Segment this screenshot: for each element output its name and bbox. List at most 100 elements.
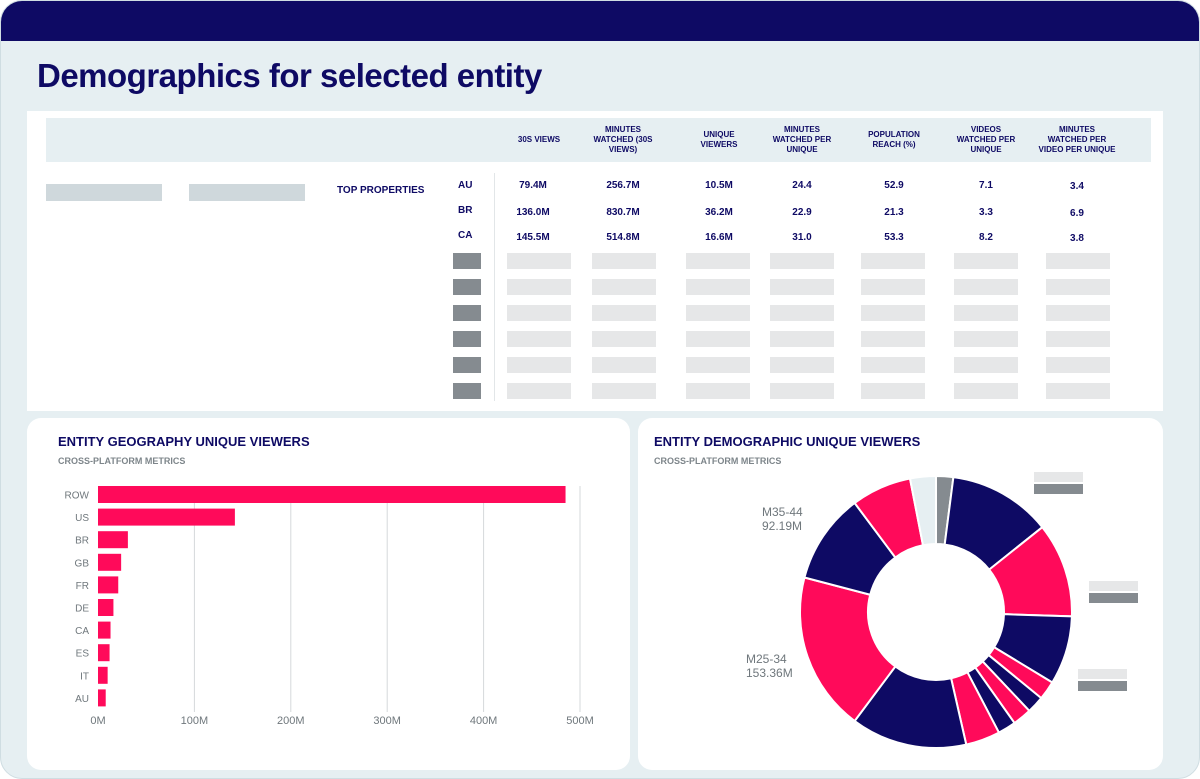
table-cell: 3.4 xyxy=(1070,181,1084,192)
category-label: CA xyxy=(75,626,89,637)
column-header-minutes-per-video: MINUTES WATCHED PER VIDEO PER UNIQUE xyxy=(1038,125,1116,154)
donut-slice xyxy=(908,474,937,547)
legend-placeholder xyxy=(1078,669,1127,679)
table-cell: 136.0M xyxy=(516,207,550,218)
placeholder-cell xyxy=(770,305,834,321)
page-title: Demographics for selected entity xyxy=(37,57,542,94)
table-cell: 79.4M xyxy=(519,180,547,191)
bar xyxy=(98,666,108,684)
placeholder-cell xyxy=(770,253,834,269)
placeholder-cell xyxy=(1046,383,1110,399)
slice-annotation-value: 92.19M xyxy=(762,519,802,533)
column-header-minutes-watched: MINUTES WATCHED (30S VIEWS) xyxy=(593,125,653,154)
x-tick-label: 300M xyxy=(373,715,401,727)
geography-chart-panel: ENTITY GEOGRAPHY UNIQUE VIEWERS CROSS-PL… xyxy=(27,418,630,770)
placeholder-cell xyxy=(954,331,1018,347)
x-tick-label: 500M xyxy=(566,715,594,727)
row-country-ca: CA xyxy=(458,230,473,241)
placeholder-cell xyxy=(1046,253,1110,269)
placeholder-country xyxy=(453,383,481,399)
table-cell: 830.7M xyxy=(606,207,640,218)
placeholder-cell xyxy=(954,357,1018,373)
placeholder-country xyxy=(453,357,481,373)
placeholder-cell xyxy=(507,357,571,373)
placeholder-cell xyxy=(954,253,1018,269)
row-country-br: BR xyxy=(458,205,473,216)
demographic-chart-panel: ENTITY DEMOGRAPHIC UNIQUE VIEWERS CROSS-… xyxy=(638,418,1163,770)
filter-placeholder[interactable] xyxy=(46,184,162,201)
legend-placeholder xyxy=(1034,484,1083,494)
table-cell: 3.8 xyxy=(1070,233,1084,244)
filter-placeholder[interactable] xyxy=(189,184,305,201)
placeholder-cell xyxy=(954,279,1018,295)
placeholder-cell xyxy=(861,357,925,373)
x-tick-label: 400M xyxy=(470,715,498,727)
bar xyxy=(98,689,106,707)
demographic-chart-subtitle: CROSS-PLATFORM METRICS xyxy=(654,456,782,466)
placeholder-cell xyxy=(954,383,1018,399)
placeholder-cell xyxy=(1046,305,1110,321)
placeholder-cell xyxy=(507,253,571,269)
placeholder-cell xyxy=(861,253,925,269)
top-bar xyxy=(1,1,1199,41)
placeholder-cell xyxy=(1046,279,1110,295)
table-cell: 8.2 xyxy=(979,232,993,243)
category-label: AU xyxy=(75,694,89,705)
placeholder-cell xyxy=(592,253,656,269)
placeholder-cell xyxy=(507,383,571,399)
slice-annotation-label: M25-34 xyxy=(746,652,787,666)
table-cell: 256.7M xyxy=(606,180,640,191)
placeholder-cell xyxy=(507,331,571,347)
placeholder-cell xyxy=(592,357,656,373)
placeholder-cell xyxy=(592,305,656,321)
placeholder-cell xyxy=(686,331,750,347)
bar xyxy=(98,486,566,503)
x-tick-label: 200M xyxy=(277,715,305,727)
bar xyxy=(98,531,128,549)
placeholder-cell xyxy=(954,305,1018,321)
placeholder-cell xyxy=(686,253,750,269)
table-cell: 36.2M xyxy=(705,207,733,218)
table-cell: 6.9 xyxy=(1070,208,1084,219)
placeholder-cell xyxy=(770,383,834,399)
table-cell: 24.4 xyxy=(792,180,812,191)
table-cell: 21.3 xyxy=(884,207,904,218)
table-divider xyxy=(494,173,495,401)
category-label: US xyxy=(75,513,89,524)
placeholder-cell xyxy=(507,305,571,321)
column-header-videos-per-unique: VIDEOS WATCHED PER UNIQUE xyxy=(956,125,1016,154)
category-label: DE xyxy=(75,604,89,615)
legend-placeholder xyxy=(1034,472,1083,482)
column-header-minutes-per-unique: MINUTES WATCHED PER UNIQUE xyxy=(772,125,832,154)
slice-annotation-value: 153.36M xyxy=(746,666,793,680)
table-cell: 10.5M xyxy=(705,180,733,191)
placeholder-country xyxy=(453,253,481,269)
bar xyxy=(98,644,110,662)
placeholder-cell xyxy=(770,357,834,373)
legend-placeholder xyxy=(1089,593,1138,603)
table-cell: 16.6M xyxy=(705,232,733,243)
placeholder-cell xyxy=(592,331,656,347)
legend-placeholder xyxy=(1078,681,1127,691)
table-cell: 53.3 xyxy=(884,232,904,243)
demographic-chart-title: ENTITY DEMOGRAPHIC UNIQUE VIEWERS xyxy=(654,434,921,449)
placeholder-cell xyxy=(861,331,925,347)
bar xyxy=(98,553,122,571)
placeholder-cell xyxy=(1046,331,1110,347)
table-cell: 514.8M xyxy=(606,232,640,243)
table-cell: 31.0 xyxy=(792,232,812,243)
table-header-bar xyxy=(46,118,1151,162)
bar xyxy=(98,621,111,639)
geography-chart-title: ENTITY GEOGRAPHY UNIQUE VIEWERS xyxy=(58,434,310,449)
column-header-unique-viewers: UNIQUE VIEWERS xyxy=(700,130,738,149)
category-label: IT xyxy=(80,671,89,682)
slice-annotation-label: M35-44 xyxy=(762,505,803,519)
table-cell: 145.5M xyxy=(516,232,550,243)
row-country-au: AU xyxy=(458,180,473,191)
metrics-table-panel: 30S VIEWS MINUTES WATCHED (30S VIEWS) UN… xyxy=(27,111,1163,411)
placeholder-cell xyxy=(1046,357,1110,373)
category-label: GB xyxy=(75,558,90,569)
table-cell: 22.9 xyxy=(792,207,812,218)
bar xyxy=(98,508,235,526)
x-tick-label: 100M xyxy=(181,715,209,727)
